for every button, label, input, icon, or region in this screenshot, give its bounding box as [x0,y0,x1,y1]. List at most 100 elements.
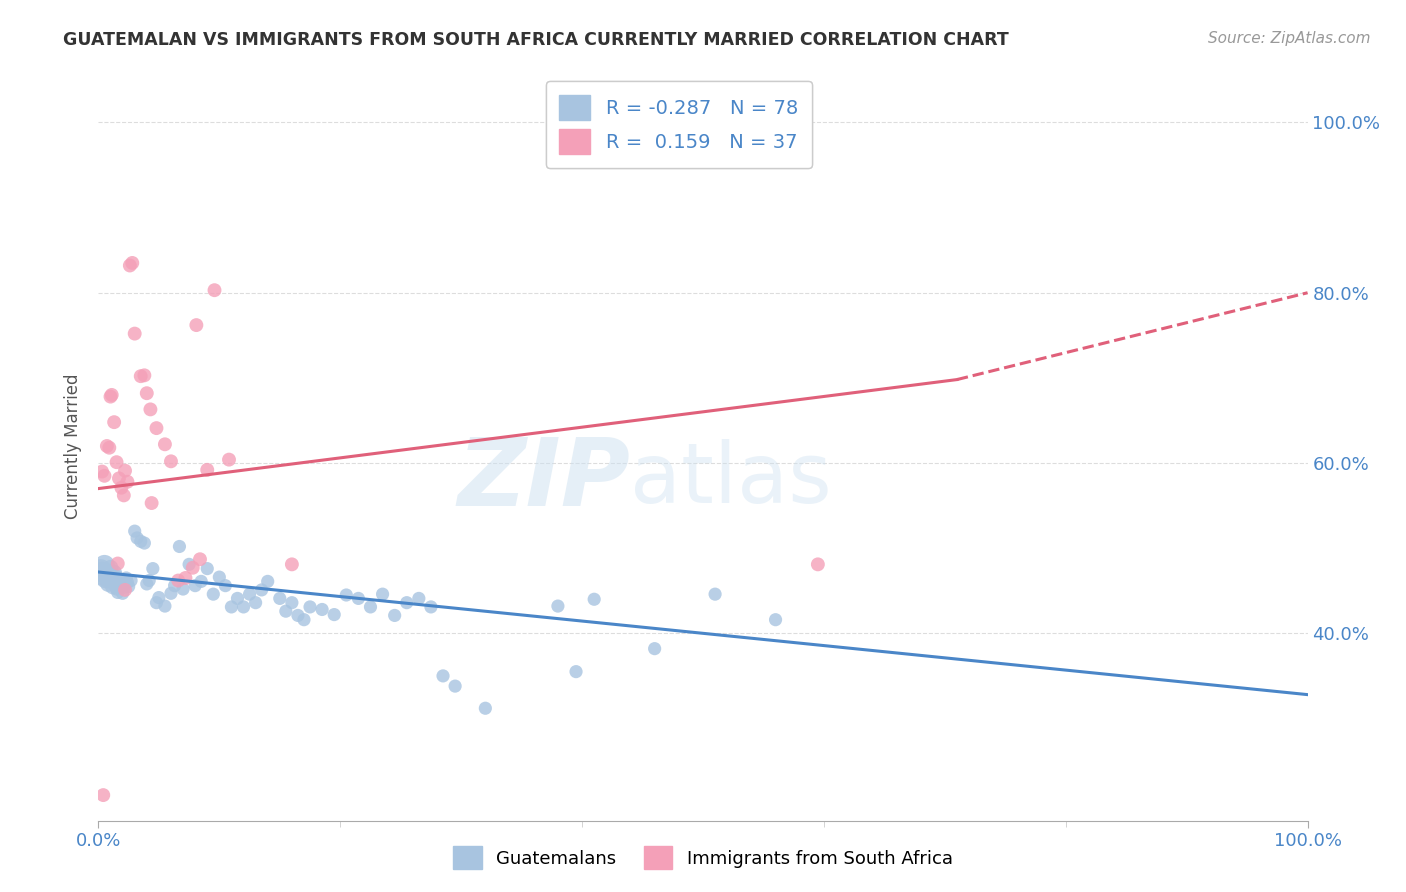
Point [395,596,418,610]
Point [91,568,114,582]
Point [135,386,157,401]
Text: atlas: atlas [630,439,832,520]
Point [120,574,142,588]
Point [98,441,121,455]
Point [323,607,346,622]
Point [96,566,118,581]
Point [214,579,236,593]
Point [134,368,156,383]
Point [172,582,194,596]
Point [94,571,117,585]
Point [104,570,127,584]
Point [124,524,146,538]
Point [181,561,204,575]
Point [103,566,125,580]
Point [704,587,727,601]
Point [108,579,131,593]
Text: ZIP: ZIP [457,434,630,525]
Point [148,591,170,605]
Point [256,574,278,589]
Point [232,599,254,614]
Point [167,574,190,588]
Point [139,402,162,417]
Point [112,488,135,502]
Point [105,455,128,469]
Point [110,573,132,587]
Point [208,570,231,584]
Point [195,463,218,477]
Point [311,602,333,616]
Legend: Guatemalans, Immigrants from South Africa: Guatemalans, Immigrants from South Afric… [444,838,962,879]
Point [644,641,666,656]
Point [239,587,262,601]
Point [90,562,112,576]
Point [160,586,183,600]
Point [174,571,197,585]
Point [371,587,394,601]
Point [281,558,304,572]
Point [100,390,122,404]
Point [474,701,496,715]
Point [111,586,134,600]
Y-axis label: Currently Married: Currently Married [65,373,83,519]
Point [129,534,152,549]
Point [444,679,467,693]
Legend: R = -0.287   N = 78, R =  0.159   N = 37: R = -0.287 N = 78, R = 0.159 N = 37 [546,81,811,168]
Point [250,582,273,597]
Point [547,599,569,613]
Point [118,259,141,273]
Point [218,452,240,467]
Point [169,540,191,554]
Point [141,496,163,510]
Point [91,788,114,802]
Point [107,585,129,599]
Point [135,577,157,591]
Point [145,596,167,610]
Point [292,613,315,627]
Point [100,388,122,402]
Point [118,580,141,594]
Point [204,283,226,297]
Point [93,558,115,573]
Point [98,574,121,588]
Point [142,561,165,575]
Point [245,596,267,610]
Point [129,369,152,384]
Point [114,464,136,478]
Point [117,475,139,489]
Point [145,421,167,435]
Point [138,574,160,588]
Point [91,565,114,579]
Point [100,573,122,587]
Point [110,481,132,495]
Point [195,561,218,575]
Point [565,665,588,679]
Point [221,599,243,614]
Point [114,582,136,597]
Point [583,592,606,607]
Point [93,468,115,483]
Point [153,437,176,451]
Point [420,599,443,614]
Point [91,465,114,479]
Point [384,608,406,623]
Point [299,599,322,614]
Point [97,577,120,591]
Point [163,579,186,593]
Point [432,669,454,683]
Point [103,415,125,429]
Text: Source: ZipAtlas.com: Source: ZipAtlas.com [1208,31,1371,46]
Point [179,558,201,572]
Point [360,599,382,614]
Point [101,580,124,594]
Point [184,579,207,593]
Point [190,574,212,589]
Point [226,591,249,606]
Point [281,596,304,610]
Point [269,591,291,606]
Point [134,536,156,550]
Point [188,552,211,566]
Point [121,256,143,270]
Point [96,439,118,453]
Point [124,326,146,341]
